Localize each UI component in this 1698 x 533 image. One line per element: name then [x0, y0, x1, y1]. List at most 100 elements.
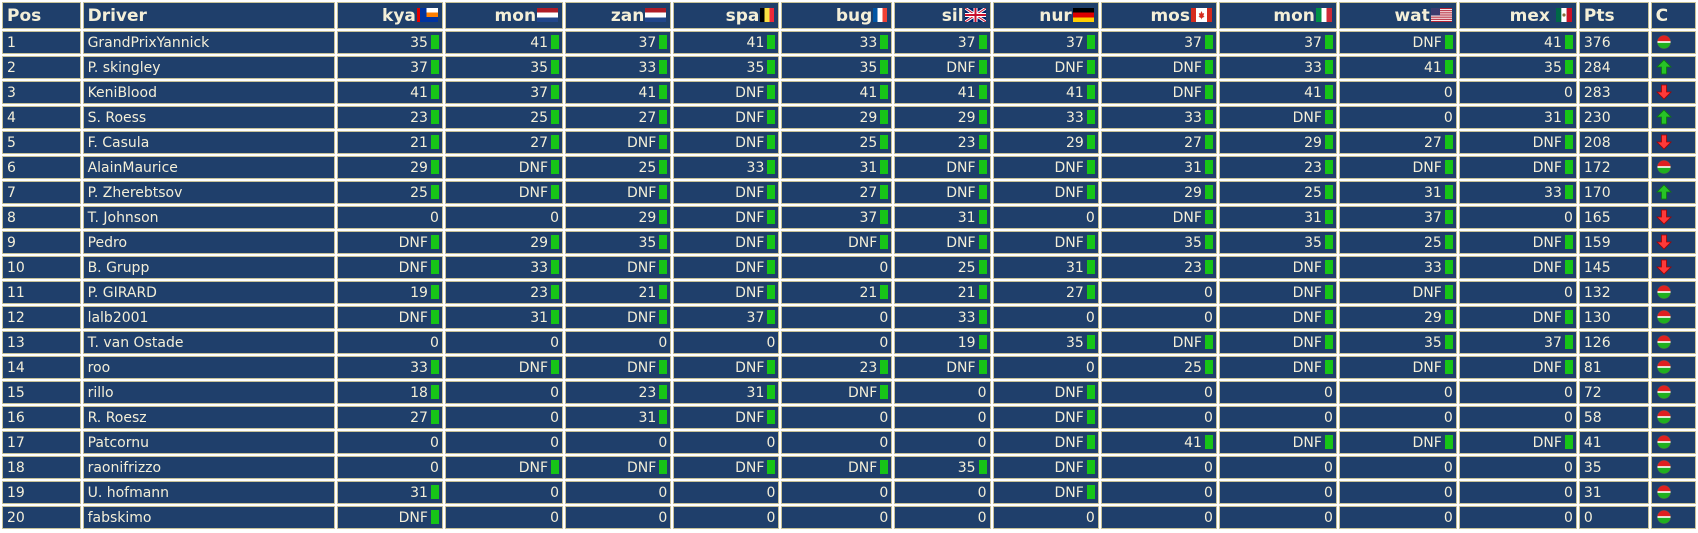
- result-cell-wat: 0: [1338, 406, 1457, 429]
- result-cell-mex: DNF: [1458, 156, 1577, 179]
- red-down-arrow-icon: [1655, 209, 1672, 225]
- result-cell-zan: DNF: [565, 181, 672, 204]
- points-cell: 376: [1578, 31, 1649, 54]
- result-value: 25: [638, 159, 657, 176]
- unchanged-ball-icon: [1656, 284, 1672, 300]
- result-value: DNF: [735, 259, 765, 276]
- result-cell-zan: 35: [565, 231, 672, 254]
- result-value: 0: [550, 209, 560, 226]
- result-cell-zan: DNF: [565, 356, 672, 379]
- result-cell-mon-2: DNF: [1218, 281, 1337, 304]
- italy-flag-icon: [1315, 7, 1332, 22]
- green-marker-icon: [659, 284, 668, 299]
- green-marker-icon: [767, 34, 776, 49]
- result-cell-bug: 29: [781, 106, 893, 129]
- points-cell: 172: [1578, 156, 1649, 179]
- result-cell-mos: 0: [1100, 456, 1217, 479]
- result-cell-bug: 0: [781, 331, 893, 354]
- result-value: DNF: [398, 509, 428, 526]
- result-cell-nur: DNF: [992, 231, 1099, 254]
- result-value: 0: [1204, 409, 1213, 426]
- pos-header: Pos: [2, 2, 81, 29]
- result-cell-mon: 31: [444, 306, 564, 329]
- result-cell-mon: 0: [444, 206, 564, 229]
- result-cell-nur: 33: [992, 106, 1099, 129]
- table-row: 17 Patcornu 0 0 0 0 0 0 DNF 41 DNF DNF DNF 41: [2, 431, 1696, 454]
- green-marker-icon: [1324, 434, 1333, 449]
- result-cell-spa: 41: [673, 31, 780, 54]
- result-cell-mon: DNF: [444, 156, 564, 179]
- result-cell-mon: 33: [444, 256, 564, 279]
- result-value: 41: [530, 34, 549, 51]
- netherlands-flag-icon: [645, 7, 667, 22]
- position-cell: 17: [2, 431, 81, 454]
- green-marker-icon: [880, 159, 889, 174]
- result-value: 0: [977, 409, 987, 426]
- result-cell-wat: 35: [1338, 331, 1457, 354]
- result-value: DNF: [1532, 434, 1562, 451]
- change-cell: [1650, 56, 1696, 79]
- result-value: 29: [530, 234, 549, 251]
- position-cell: 10: [2, 256, 81, 279]
- result-cell-wat: DNF: [1338, 356, 1457, 379]
- green-marker-icon: [767, 359, 776, 374]
- result-value: 35: [1304, 234, 1322, 251]
- result-value: 29: [638, 209, 657, 226]
- result-value: 21: [957, 284, 976, 301]
- result-cell-spa: DNF: [673, 231, 780, 254]
- driver-cell: AlainMaurice: [82, 156, 335, 179]
- green-marker-icon: [659, 134, 668, 149]
- green-marker-icon: [978, 109, 987, 124]
- green-marker-icon: [880, 209, 889, 224]
- result-value: 31: [1065, 259, 1084, 276]
- result-value: DNF: [1054, 484, 1084, 501]
- green-marker-icon: [659, 384, 668, 399]
- green-marker-icon: [880, 184, 889, 199]
- green-marker-icon: [1086, 159, 1095, 174]
- green-marker-icon: [1564, 359, 1573, 374]
- green-marker-icon: [430, 159, 439, 174]
- result-value: 31: [1544, 109, 1562, 126]
- green-marker-icon: [1324, 84, 1333, 99]
- result-cell-mos: DNF: [1100, 331, 1217, 354]
- result-cell-sil: DNF: [894, 181, 991, 204]
- result-value: 23: [1304, 159, 1322, 176]
- result-value: DNF: [1532, 234, 1562, 251]
- points-cell: 81: [1578, 356, 1649, 379]
- result-value: DNF: [1412, 34, 1442, 51]
- green-marker-icon: [880, 109, 889, 124]
- result-value: 31: [530, 309, 549, 326]
- result-value: 41: [1184, 434, 1202, 451]
- green-marker-icon: [767, 84, 776, 99]
- result-value: 31: [410, 484, 428, 501]
- points-cell: 41: [1578, 431, 1649, 454]
- green-marker-icon: [880, 34, 889, 49]
- table-row: 7 P. Zherebtsov 25 DNF DNF DNF 27 DNF DNF 29 25 31 3…: [2, 181, 1696, 204]
- table-row: 9 Pedro DNF 29 35 DNF DNF DNF DNF 35 35 25 DNF 159: [2, 231, 1696, 254]
- points-cell: 145: [1578, 256, 1649, 279]
- green-marker-icon: [1444, 209, 1453, 224]
- result-value: 33: [1065, 109, 1084, 126]
- result-value: DNF: [735, 234, 765, 251]
- result-value: DNF: [1412, 359, 1442, 376]
- result-value: 37: [746, 309, 765, 326]
- result-value: 33: [1423, 259, 1442, 276]
- position-cell: 2: [2, 56, 81, 79]
- driver-cell: T. Johnson: [82, 206, 335, 229]
- driver-cell: Patcornu: [82, 431, 335, 454]
- result-cell-spa: DNF: [673, 456, 780, 479]
- result-cell-nur: DNF: [992, 481, 1099, 504]
- result-value: 29: [957, 109, 976, 126]
- table-row: 3 KeniBlood 41 37 41 DNF 41 41 41 DNF 41 0 0 283: [2, 81, 1696, 104]
- green-marker-icon: [1564, 334, 1573, 349]
- result-cell-mon-2: 0: [1218, 506, 1337, 529]
- driver-cell: rillo: [82, 381, 335, 404]
- result-cell-zan: 31: [565, 406, 672, 429]
- result-cell-sil: 0: [894, 431, 991, 454]
- result-cell-mex: 0: [1458, 481, 1577, 504]
- result-value: 0: [658, 509, 668, 526]
- result-value: 0: [1563, 484, 1573, 501]
- result-value: 25: [1304, 184, 1322, 201]
- red-down-arrow-icon: [1655, 234, 1672, 250]
- green-marker-icon: [978, 159, 987, 174]
